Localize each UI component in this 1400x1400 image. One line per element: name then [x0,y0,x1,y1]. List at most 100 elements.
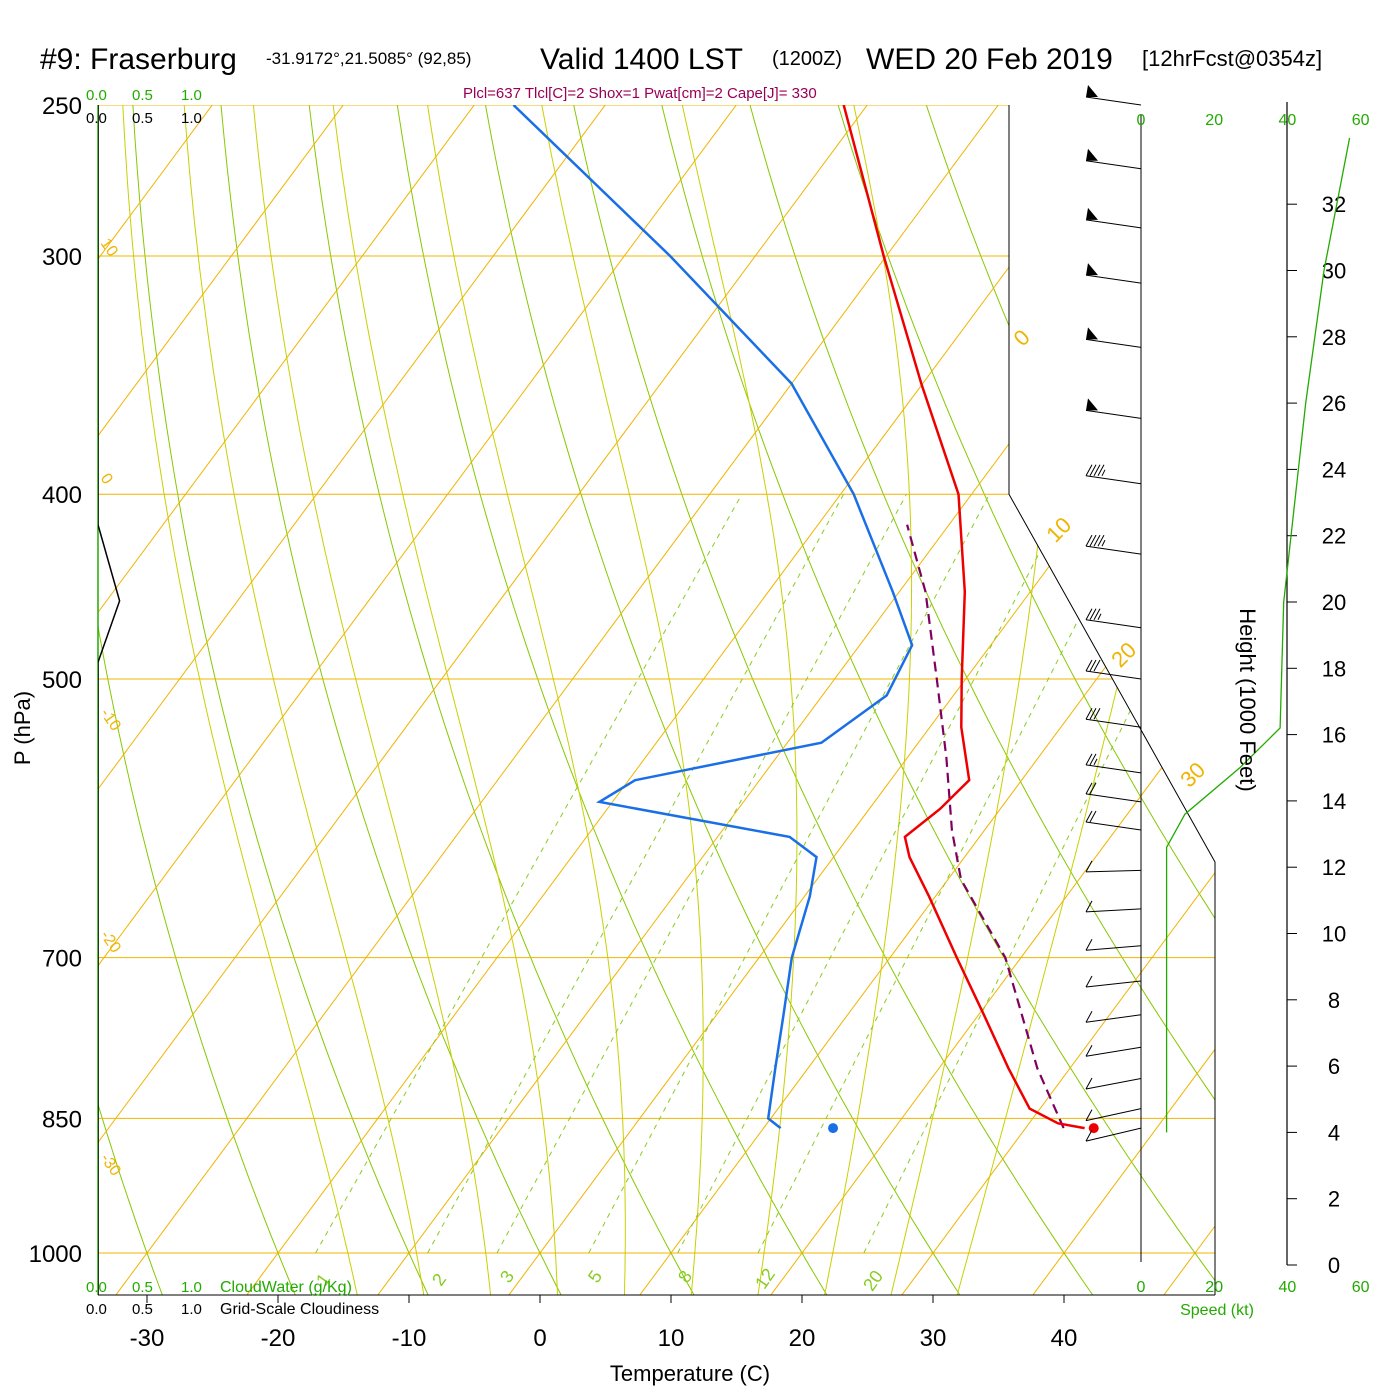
speed-tick-bottom: 20 [1205,1279,1223,1296]
wind-barb-feather [1085,753,1093,766]
cloudwater-bottom-tick-1: 0.5 [132,1279,153,1296]
wind-barb [1085,793,1142,803]
mixing-ratio-line [757,493,1143,1254]
wind-speed-trace [1165,137,1351,1133]
temperature-tick-label: 10 [658,1325,685,1352]
mixing-ratio-line [677,493,1071,1254]
temperature-tick-label: -10 [392,1325,427,1352]
temperature-tick-label: 30 [920,1325,947,1352]
moist-adiabat [885,105,1055,1295]
y-axis-title: P (hPa) [10,691,35,765]
left-isotherm-label: 0 [97,471,116,488]
isotherm-label: 20 [1106,637,1141,672]
wind-barb-feather [1089,659,1097,672]
dry-adiabat [304,105,707,1295]
pressure-tick-label: 500 [42,667,82,694]
cloudiness-trace [98,105,121,1295]
moist-adiabat [122,105,363,1295]
wind-barb [1085,945,1142,951]
height-tick-label: 32 [1322,192,1346,217]
isotherm [885,105,1215,1295]
pressure-tick-label: 400 [42,482,82,509]
wind-barb-feather [1085,1109,1093,1121]
dry-adiabat [566,105,1109,1295]
forecast-date: WED 20 Feb 2019 [866,43,1113,76]
plot-edge [1008,105,1216,1295]
mixing-ratio-label: 8 [674,1267,696,1287]
speed-axis-title: Speed (kt) [1180,1302,1254,1319]
wind-barb [1085,160,1142,170]
isotherm [98,105,612,1295]
wind-barb-feather [1097,534,1105,547]
dry-adiabat [130,105,439,1295]
wind-barb [1085,219,1142,229]
wind-barb-feather [1089,608,1097,620]
cloudiness-bottom-tick-2: 1.0 [181,1301,202,1318]
mixing-ratio-line [496,493,907,1254]
isotherm [98,105,350,1295]
wind-barb-feather [1085,810,1093,823]
mixing-ratio-label: 20 [859,1267,887,1295]
dry-adiabat [98,105,305,1295]
height-tick-label: 24 [1322,457,1346,482]
wind-barb-flag [1086,327,1098,340]
surface-dewpoint-marker [828,1123,839,1134]
mixing-ratio-label: 5 [584,1267,606,1287]
cloudiness-label: Grid-Scale Cloudiness [220,1301,379,1318]
height-axis-title: Height (1000 Feet) [1235,608,1260,791]
dry-adiabat [827,105,1215,1295]
x-axis-title: Temperature (C) [610,1361,770,1386]
cloudiness-tick-1: 0.5 [132,110,153,127]
dewpoint-trace [512,105,914,1130]
isotherm [98,105,874,1295]
dry-adiabat [391,105,841,1295]
speed-tick-bottom: 40 [1279,1279,1297,1296]
wind-barb-feather [1089,708,1097,720]
wind-barb-feather [1085,708,1093,720]
mixing-ratio-label: 3 [496,1267,518,1287]
isotherm [623,105,1215,1295]
wind-barb [1085,869,1142,873]
station-coords: -31.9172°,21.5085° (92,85) [266,49,471,68]
dry-adiabat [653,105,1215,1295]
wind-barb [1085,821,1142,831]
wind-barb-flag [1086,148,1098,161]
left-isotherm-label: -20 [97,928,124,957]
isotherm [98,105,743,1295]
background-grid [98,105,1215,1295]
wind-barb-feather [1085,464,1093,477]
wind-barb-flag [1086,398,1098,411]
forecast-run: [12hrFcst@0354z] [1142,46,1322,71]
moist-adiabat [252,105,494,1295]
wind-barb [1085,1014,1142,1023]
pressure-tick-label: 850 [42,1106,82,1133]
temperature-tick-label: -30 [130,1325,165,1352]
wind-barb-feather [1085,1045,1093,1057]
wind-barb [1085,274,1142,284]
height-tick-label: 4 [1328,1120,1340,1145]
zulu-time: (1200Z) [772,48,842,70]
pressure-tick-label: 700 [42,946,82,973]
isotherm [1147,105,1215,1295]
temperature-trace [842,105,1085,1130]
wind-barb-half-feather [1097,613,1102,620]
wind-barb-feather [1089,782,1097,795]
dry-adiabat [1176,105,1215,1295]
wind-barb [1085,1078,1142,1090]
wind-barb-flag [1086,263,1098,276]
wind-barb-feather [1085,782,1093,795]
dry-adiabat [98,105,172,1295]
wind-barb [1085,545,1142,555]
wind-barb-feather [1097,464,1105,477]
wind-barb-feather [1085,1011,1093,1023]
height-tick-label: 10 [1322,922,1346,947]
height-tick-label: 26 [1322,391,1346,416]
cloudiness-bottom-tick-0: 0.0 [86,1301,107,1318]
wind-barb-feather [1085,900,1093,913]
wind-barb-feather [1089,464,1097,477]
isotherm-label: 30 [1175,757,1210,792]
moist-adiabat [950,105,1215,1295]
height-tick-label: 14 [1322,789,1346,814]
wind-barb [1085,980,1142,988]
